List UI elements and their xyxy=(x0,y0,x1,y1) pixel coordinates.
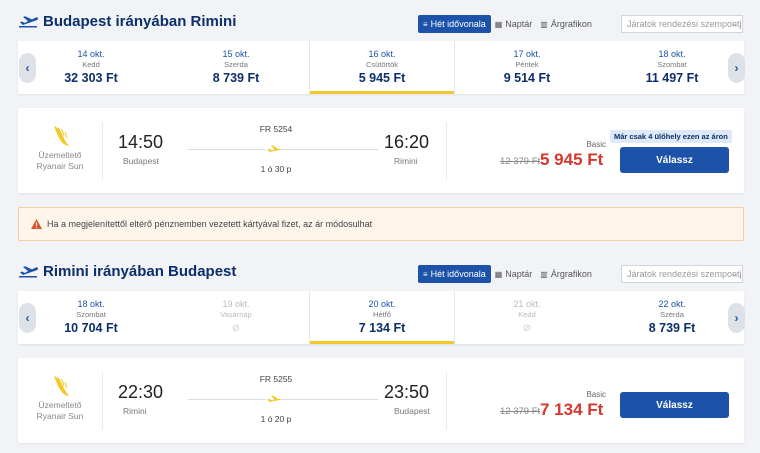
departure-city: Budapest xyxy=(123,156,159,166)
seats-left-badge: Már csak 4 ülőhely ezen az áron xyxy=(610,130,732,143)
ryanair-harp-icon xyxy=(54,126,70,146)
current-price: 7 134 Ft xyxy=(540,400,604,419)
flight-number: FR 5254 xyxy=(259,124,293,134)
fare-type: Basic xyxy=(586,140,606,149)
warning-icon xyxy=(31,219,42,229)
original-price: 12 379 Ft xyxy=(500,406,541,417)
calendar-tab[interactable]: ▦ Naptár xyxy=(494,269,533,279)
chevron-left-icon[interactable]: ‹ xyxy=(19,303,36,333)
divider xyxy=(446,372,447,430)
outbound-day-3-selected[interactable]: 16 okt. Csütörtök 5 945 Ft xyxy=(309,41,455,94)
divider xyxy=(446,122,447,180)
price-chart-tab[interactable]: ▥ Árgrafikon xyxy=(540,19,592,29)
inbound-day-3-selected[interactable]: 20 okt. Hétfő 7 134 Ft xyxy=(309,291,455,344)
timeline-tab[interactable]: ≡ Hét idővonala xyxy=(418,15,491,33)
outbound-header: Budapest irányában Rimini ≡ Hét idővonala… xyxy=(0,10,760,38)
calendar-icon: ▦ xyxy=(494,19,503,29)
calendar-icon: ▦ xyxy=(494,269,503,279)
outbound-title: Budapest irányában Rimini xyxy=(43,13,237,30)
outbound-view-toggle: ≡ Hét idővonala ▦ Naptár ▥ Árgrafikon xyxy=(418,15,596,33)
flight-duration: 1 ó 20 p xyxy=(260,414,292,424)
outbound-date-strip: 14 okt. Kedd 32 303 Ft 15 okt. Szerda 8 … xyxy=(18,41,745,94)
inbound-sort-select[interactable]: Járatok rendezési szempontja: ⌄ xyxy=(621,265,743,283)
inbound-day-5[interactable]: 22 okt. Szerda 8 739 Ft xyxy=(648,299,696,335)
calendar-tab[interactable]: ▦ Naptár xyxy=(494,19,533,29)
plane-icon xyxy=(266,145,282,153)
warning-text: Ha a megjelenítettől eltérő pénznemben v… xyxy=(47,219,373,229)
route-line xyxy=(188,399,378,400)
timeline-icon: ≡ xyxy=(423,269,428,279)
inbound-header: Rimini irányában Budapest ≡ Hét idővonala… xyxy=(0,260,760,288)
timeline-icon: ≡ xyxy=(423,19,428,29)
current-price: 5 945 Ft xyxy=(540,150,604,169)
inbound-day-2-no-flight: 19 okt. Vasárnap ⊘ xyxy=(163,291,309,344)
arrival-city: Rimini xyxy=(394,156,418,166)
route-line xyxy=(188,149,378,150)
outbound-day-1[interactable]: 14 okt. Kedd 32 303 Ft xyxy=(64,49,118,85)
chevron-left-icon[interactable]: ‹ xyxy=(19,53,36,83)
fare-type: Basic xyxy=(586,390,606,399)
plane-takeoff-icon xyxy=(19,266,38,278)
outbound-flight-card: Üzemeltető Ryanair Sun 14:50 Budapest FR… xyxy=(18,108,744,193)
price-chart-tab[interactable]: ▥ Árgrafikon xyxy=(540,269,592,279)
inbound-flight-card: Üzemeltető Ryanair Sun 22:30 Rimini FR 5… xyxy=(18,358,744,443)
flight-duration: 1 ó 30 p xyxy=(260,164,292,174)
inbound-day-1[interactable]: 18 okt. Szombat 10 704 Ft xyxy=(64,299,118,335)
chart-icon: ▥ xyxy=(540,269,548,279)
outbound-day-2[interactable]: 15 okt. Szerda 8 739 Ft xyxy=(212,49,260,85)
chart-icon: ▥ xyxy=(540,19,548,29)
chevron-right-icon[interactable]: › xyxy=(728,53,745,83)
outbound-sort-select[interactable]: Járatok rendezési szempontja: ⌄ xyxy=(621,15,743,33)
no-flight-icon: ⊘ xyxy=(522,323,532,334)
inbound-date-strip: 18 okt. Szombat 10 704 Ft 19 okt. Vasárn… xyxy=(18,291,745,344)
inbound-view-toggle: ≡ Hét idővonala ▦ Naptár ▥ Árgrafikon xyxy=(418,265,596,283)
operator-info: Üzemeltető Ryanair Sun xyxy=(36,150,84,171)
chevron-down-icon: ⌄ xyxy=(731,269,738,278)
original-price: 12 379 Ft xyxy=(500,156,541,167)
arrival-time: 16:20 xyxy=(384,132,430,152)
plane-takeoff-icon xyxy=(19,16,38,28)
outbound-day-4[interactable]: 17 okt. Péntek 9 514 Ft xyxy=(503,49,551,85)
inbound-title: Rimini irányában Budapest xyxy=(43,263,237,280)
currency-warning: Ha a megjelenítettől eltérő pénznemben v… xyxy=(18,207,744,241)
arrival-city: Budapest xyxy=(394,406,430,416)
departure-time: 22:30 xyxy=(118,382,164,402)
timeline-tab[interactable]: ≡ Hét idővonala xyxy=(418,265,491,283)
select-flight-button[interactable]: Válassz xyxy=(620,392,729,418)
divider xyxy=(102,122,103,180)
outbound-day-5[interactable]: 18 okt. Szombat 11 497 Ft xyxy=(645,49,699,85)
divider xyxy=(102,372,103,430)
no-flight-icon: ⊘ xyxy=(231,323,241,334)
plane-icon xyxy=(266,395,282,403)
operator-info: Üzemeltető Ryanair Sun xyxy=(36,400,84,421)
arrival-time: 23:50 xyxy=(384,382,430,402)
inbound-day-4-no-flight: 21 okt. Kedd ⊘ xyxy=(454,291,600,344)
ryanair-harp-icon xyxy=(54,376,70,396)
departure-time: 14:50 xyxy=(118,132,164,152)
select-flight-button[interactable]: Válassz xyxy=(620,147,729,173)
departure-city: Rimini xyxy=(123,406,147,416)
chevron-right-icon[interactable]: › xyxy=(728,303,745,333)
flight-number: FR 5255 xyxy=(259,374,293,384)
chevron-down-icon: ⌄ xyxy=(731,19,738,28)
